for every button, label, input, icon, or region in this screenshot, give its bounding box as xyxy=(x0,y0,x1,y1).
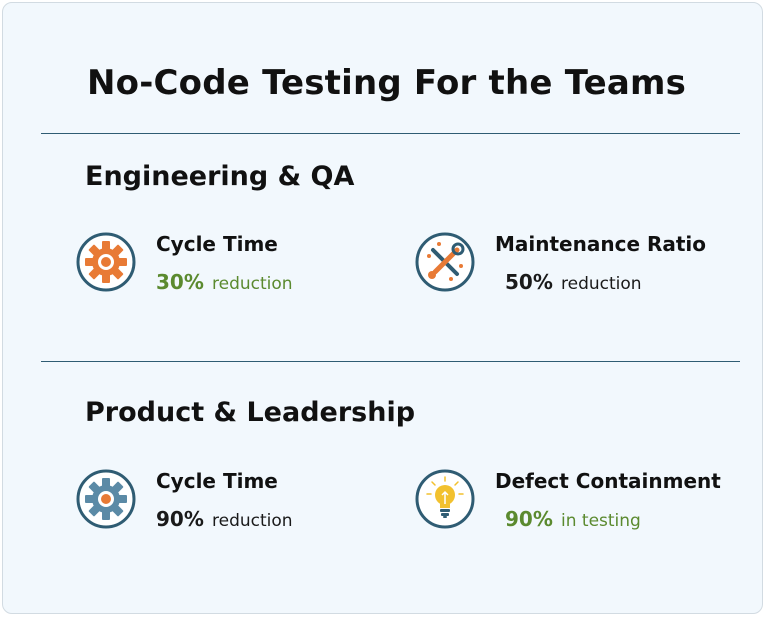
metric-value: 50% xyxy=(505,270,553,294)
section-divider xyxy=(41,133,740,134)
metric-note: reduction xyxy=(561,274,642,294)
tools-icon xyxy=(415,232,475,292)
metric-maintenance-ratio: Maintenance Ratio 50% reduction xyxy=(415,232,745,312)
metric-note: reduction xyxy=(212,511,293,531)
metric-defect-containment: Defect Containment 90% in testing xyxy=(415,469,745,549)
metric-label: Cycle Time xyxy=(156,469,278,493)
metric-product-cycle-time: Cycle Time 90% reduction xyxy=(76,469,406,549)
page-title: No-Code Testing For the Teams xyxy=(87,63,687,103)
metric-value: 90% xyxy=(156,507,204,531)
blue-gear-icon xyxy=(76,469,136,529)
metric-engineering-cycle-time: Cycle Time 30% reduction xyxy=(76,232,406,312)
section-divider xyxy=(41,361,740,362)
metric-note: in testing xyxy=(561,511,641,531)
metric-note: reduction xyxy=(212,274,293,294)
orange-gear-icon xyxy=(76,232,136,292)
metric-label: Defect Containment xyxy=(495,469,721,493)
metric-value: 90% xyxy=(505,507,553,531)
metric-label: Maintenance Ratio xyxy=(495,232,707,256)
metric-value: 30% xyxy=(156,270,204,294)
metric-label: Cycle Time xyxy=(156,232,278,256)
section-heading-product: Product & Leadership xyxy=(85,397,416,428)
section-heading-engineering: Engineering & QA xyxy=(85,161,355,192)
lightbulb-icon xyxy=(415,469,475,529)
